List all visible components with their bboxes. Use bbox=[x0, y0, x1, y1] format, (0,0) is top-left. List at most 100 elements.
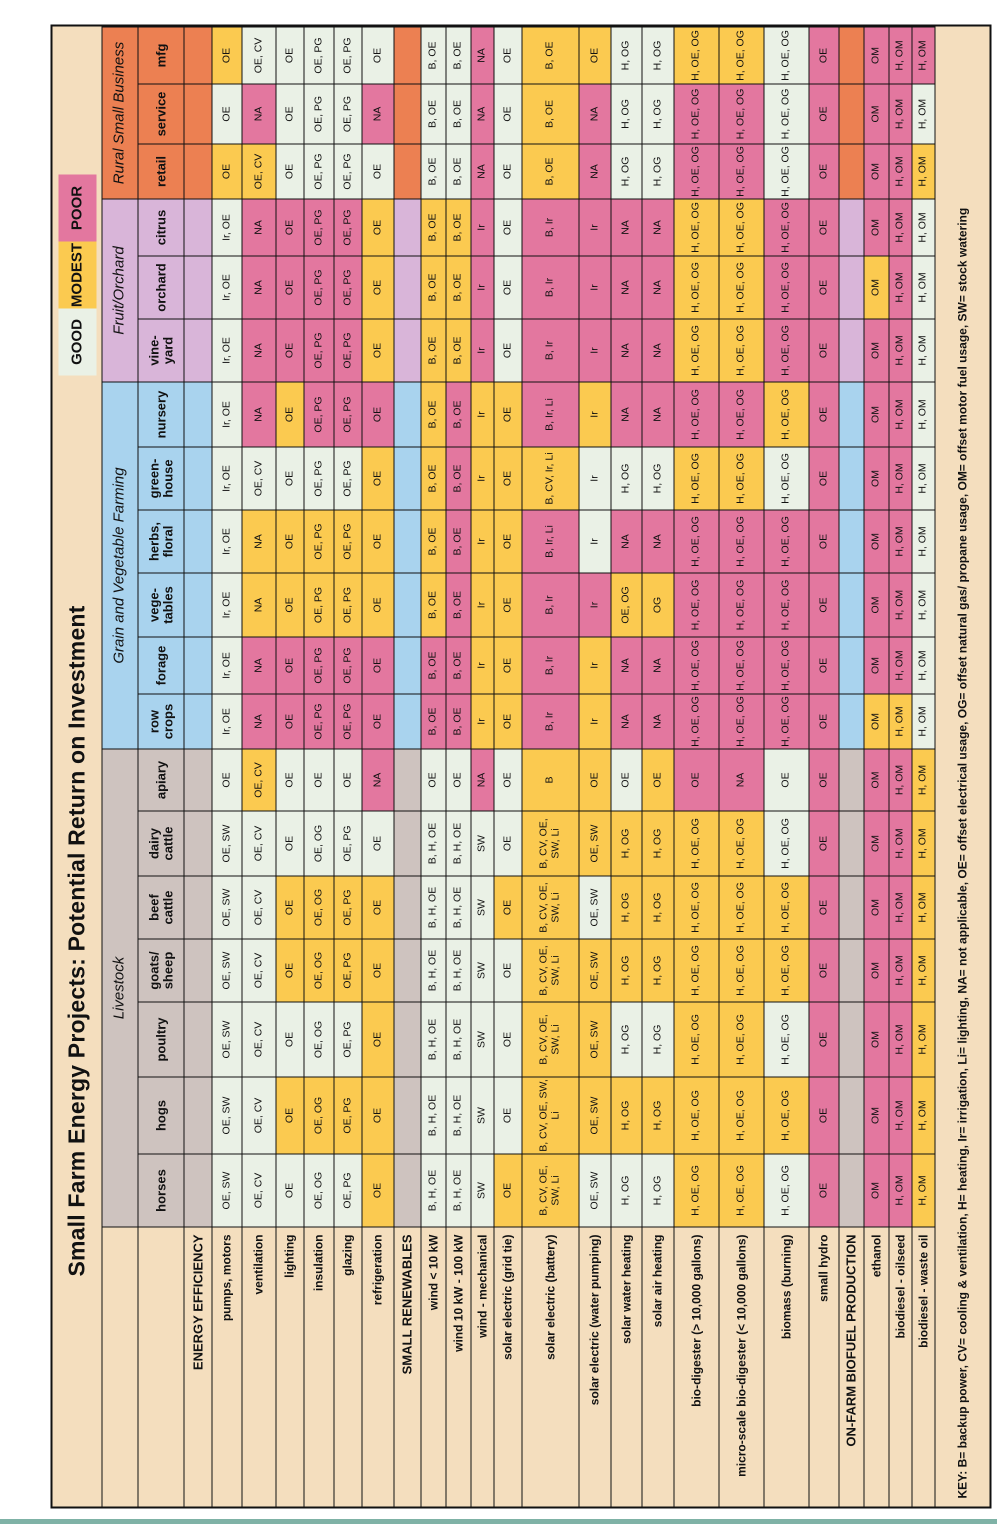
cell: H, OG bbox=[642, 446, 675, 510]
cell: H, OE, OG bbox=[674, 1001, 720, 1077]
cell: B, OE bbox=[446, 572, 472, 637]
cell: OE bbox=[362, 875, 395, 939]
cell: B, OE bbox=[421, 381, 447, 447]
cell: H, OE, OG bbox=[719, 446, 765, 510]
table-row: bio-digester (> 10,000 gallons) H, OE, OG… bbox=[674, 26, 720, 1507]
cell: OE, PG bbox=[304, 255, 335, 319]
cell: B, Ir bbox=[522, 636, 580, 694]
cell: OE bbox=[362, 143, 395, 199]
cell: H, OE, OG bbox=[719, 26, 765, 84]
cell: H, OE, OG bbox=[719, 509, 765, 573]
cell: OM bbox=[864, 509, 890, 573]
corner-cell bbox=[138, 1226, 185, 1507]
column-header-herbs--floral: herbs, floral bbox=[138, 509, 185, 573]
row-label: biodiesel - waste oil bbox=[912, 1226, 936, 1507]
section-cell bbox=[394, 255, 422, 319]
section-cell bbox=[394, 810, 422, 876]
cell: OE bbox=[809, 509, 840, 573]
cell: Ir bbox=[471, 572, 495, 637]
section-cell bbox=[184, 875, 213, 939]
cell: OE, PG bbox=[304, 572, 335, 637]
row-label: SMALL RENEWABLES bbox=[394, 1226, 422, 1507]
cell: OE bbox=[362, 318, 395, 382]
cell: NA bbox=[242, 83, 277, 144]
roi-table: Small Farm Energy Projects: Potential Re… bbox=[50, 24, 992, 1509]
cell: H, OM bbox=[889, 381, 913, 447]
column-header-beef-cattle: beef cattle bbox=[138, 875, 185, 939]
key-text: KEY: B= backup power, CV= cooling & vent… bbox=[955, 207, 970, 1499]
cell: H, OM bbox=[889, 1001, 913, 1077]
cell: NA bbox=[471, 748, 495, 811]
cell: OE bbox=[362, 810, 395, 876]
cell: H, OM bbox=[912, 255, 936, 319]
section-cell bbox=[839, 143, 865, 199]
cell: H, OE, OG bbox=[764, 1001, 810, 1077]
cell: OE bbox=[362, 446, 395, 510]
cell: OE bbox=[276, 83, 305, 144]
cell: Ir bbox=[579, 318, 612, 382]
section-cell bbox=[394, 875, 422, 939]
cell: B, H, OE bbox=[421, 1001, 447, 1077]
cell: OE, PG bbox=[304, 381, 335, 447]
cell: OE, PG bbox=[304, 509, 335, 573]
cell: OE bbox=[579, 748, 612, 811]
cell: H, OM bbox=[889, 938, 913, 1002]
cell: B, OE bbox=[446, 509, 472, 573]
cell: H, OE, OG bbox=[764, 83, 810, 144]
cell: OE bbox=[809, 143, 840, 199]
cell: Ir bbox=[471, 255, 495, 319]
cell: SW bbox=[471, 875, 495, 939]
column-header-apiary: apiary bbox=[138, 748, 185, 811]
cell: Ir, OE bbox=[212, 198, 243, 256]
cell: OM bbox=[864, 446, 890, 510]
cell: NA bbox=[642, 636, 675, 694]
table-row: biodiesel - waste oil H, OM H, OM H, OM H, O… bbox=[912, 26, 936, 1507]
cell: OM bbox=[864, 143, 890, 199]
page-title: Small Farm Energy Projects: Potential Re… bbox=[63, 605, 90, 1277]
table-row: biomass (burning) H, OE, OG H, OE, OG H, OE… bbox=[764, 26, 810, 1507]
section-cell bbox=[839, 636, 865, 694]
cell: OM bbox=[864, 938, 890, 1002]
cell: NA bbox=[362, 83, 395, 144]
cell: Ir bbox=[471, 381, 495, 447]
cell: B, H, OE bbox=[421, 1076, 447, 1154]
cell: OE bbox=[809, 381, 840, 447]
cell: NA bbox=[471, 143, 495, 199]
cell: NA bbox=[242, 318, 277, 382]
table-row: wind < 10 kW B, H, OE B, H, OE B, H, OE B, H… bbox=[421, 26, 447, 1507]
cell: H, OM bbox=[889, 810, 913, 876]
cell: H, OE, OG bbox=[674, 255, 720, 319]
cell: OE, OG bbox=[304, 810, 335, 876]
section-cell bbox=[839, 875, 865, 939]
cell: H, OG bbox=[611, 1001, 643, 1077]
section-cell bbox=[184, 1153, 213, 1227]
cell: OE bbox=[494, 810, 523, 876]
cell: OE, SW bbox=[212, 1153, 243, 1227]
cell: H, OE, OG bbox=[719, 198, 765, 256]
cell: NA bbox=[242, 693, 277, 749]
section-cell bbox=[184, 255, 213, 319]
cell: OE bbox=[494, 143, 523, 199]
cell: OE bbox=[276, 748, 305, 811]
cell: B, OE bbox=[446, 198, 472, 256]
cell: NA bbox=[242, 509, 277, 573]
cell: H, OE, OG bbox=[719, 1153, 765, 1227]
cell: Ir, OE bbox=[212, 636, 243, 694]
section-cell bbox=[839, 1076, 865, 1154]
cell: B, OE bbox=[446, 318, 472, 382]
cell: H, OM bbox=[889, 693, 913, 749]
cell: SW bbox=[471, 938, 495, 1002]
cell: OE bbox=[212, 748, 243, 811]
table-row: solar electric (battery) B, CV, OE, SW, L… bbox=[522, 26, 580, 1507]
column-header-goats--sheep: goats/ sheep bbox=[138, 938, 185, 1002]
section-cell bbox=[839, 381, 865, 447]
cell: B, OE bbox=[421, 636, 447, 694]
cell: Ir bbox=[579, 693, 612, 749]
cell: H, OM bbox=[889, 748, 913, 811]
cell: H, OM bbox=[889, 636, 913, 694]
cell: OE bbox=[421, 748, 447, 811]
cell: OE bbox=[809, 875, 840, 939]
cell: H, OM bbox=[912, 810, 936, 876]
cell: OE bbox=[674, 748, 720, 811]
cell: B, H, OE bbox=[446, 938, 472, 1002]
